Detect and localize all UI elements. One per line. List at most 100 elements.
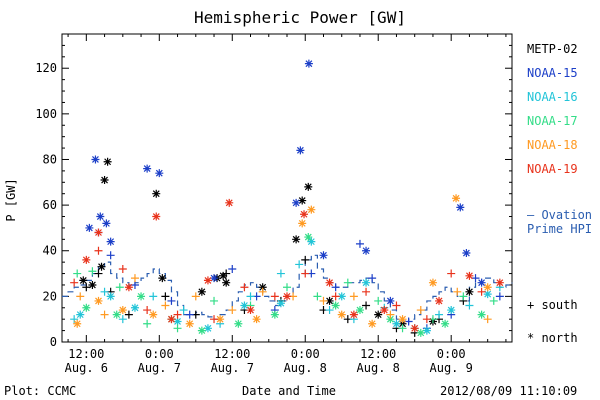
north-point [452,194,461,203]
north-point [219,271,228,280]
legend-noaa-18: NOAA-18 [527,138,578,152]
north-point [483,283,492,292]
south-point [435,310,444,319]
north-point [483,290,492,299]
south-point [331,292,340,301]
north-point [152,212,161,221]
north-point [240,301,249,310]
x-tick-date: Aug. 9 [430,361,473,375]
north-point [185,319,194,328]
x-tick-date: Aug. 7 [211,361,254,375]
x-tick-date: Aug. 6 [65,361,108,375]
north-point [143,164,152,173]
north-point [210,274,219,283]
south-point [143,319,152,328]
north-point [82,303,91,312]
north-point [337,310,346,319]
north-point [337,292,346,301]
data-points [70,59,504,337]
x-axis-label: Date and Time [242,384,336,398]
south-point [416,306,425,315]
north-point [155,169,164,178]
south-point [124,310,133,319]
south-point [210,296,219,305]
south-point [179,306,188,315]
x-tick-date: Aug. 8 [357,361,400,375]
south-point [94,246,103,255]
north-point [76,310,85,319]
south-point [118,315,127,324]
north-point [355,306,364,315]
south-point [161,301,170,310]
north-point [441,319,450,328]
south-point [349,292,358,301]
x-tick-time: 0:00 [437,347,466,361]
north-point [447,306,456,315]
north-point [398,319,407,328]
plot-credit: Plot: CCMC [4,384,77,398]
legend-noaa-15: NOAA-15 [527,66,578,80]
south-point [319,296,328,305]
south-point [374,296,383,305]
north-point [304,233,313,242]
south-point [130,280,139,289]
north-point [298,196,307,205]
south-point [276,269,285,278]
south-point [422,315,431,324]
south-point [73,269,82,278]
north-point [416,328,425,337]
south-point [100,310,109,319]
north-point [292,235,301,244]
north-point [103,157,112,166]
south-point [362,287,371,296]
north-point [283,292,291,301]
south-point [143,306,152,315]
north-point [398,315,407,324]
north-point [380,306,389,315]
south-point [398,324,407,333]
south-point [228,264,237,273]
north-point [106,237,115,246]
north-point [386,296,395,305]
ovation-legend-line2: Prime HPI [527,222,593,236]
ovation-legend-line1: — Ovation [527,208,593,222]
north-point [203,324,212,333]
south-point [386,310,395,319]
legend-metp-02: METP-02 [527,42,578,56]
north-point [94,228,103,237]
x-tick-time: 12:00 [214,347,250,361]
south-point [477,287,486,296]
y-tick-label: 80 [43,152,57,166]
x-tick-date: Aug. 8 [284,361,327,375]
north-point [82,255,91,264]
x-tick-time: 12:00 [68,347,104,361]
south-point [167,296,176,305]
south-point [106,251,115,260]
north-point [158,274,167,283]
north-point [296,146,305,155]
north-point [465,271,474,280]
south-point [355,239,364,248]
north-point [91,155,100,164]
north-point [137,292,146,301]
south-point [313,292,322,301]
north-point [197,287,206,296]
south-point [173,324,182,333]
north-point [173,317,182,326]
north-point [362,278,371,287]
south-point [228,306,237,315]
north-point [362,246,371,255]
south-point [489,296,498,305]
north-point [96,212,105,221]
north-point [410,324,419,333]
north-point [368,319,377,328]
y-tick-label: 60 [43,198,57,212]
south-point [483,315,492,324]
chart-title: Hemispheric Power [GW] [194,8,406,27]
north-point [477,310,486,319]
north-point [292,198,301,207]
south-point [392,301,401,310]
north-point [85,223,94,232]
south-point [94,269,103,278]
